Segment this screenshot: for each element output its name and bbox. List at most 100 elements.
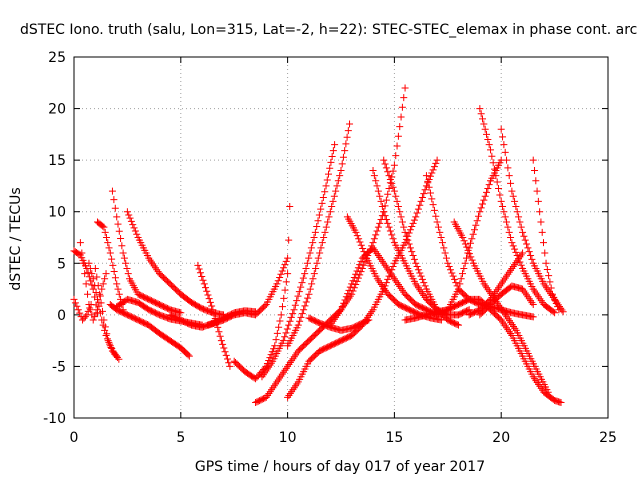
data-point — [91, 264, 99, 272]
data-point — [353, 232, 361, 240]
data-point — [406, 226, 414, 234]
data-point — [393, 142, 401, 150]
data-point — [101, 323, 109, 331]
data-point — [304, 294, 312, 302]
data-point — [537, 218, 545, 226]
data-point — [93, 295, 101, 303]
data-point — [430, 163, 438, 171]
data-point — [442, 254, 450, 262]
data-point — [473, 217, 481, 225]
data-point — [284, 254, 292, 262]
x-tick-labels: 0 5 10 15 20 25 — [70, 430, 617, 446]
data-point — [110, 196, 118, 204]
data-point — [298, 279, 306, 287]
data-point — [495, 185, 503, 193]
data-point — [305, 254, 313, 262]
data-point — [417, 272, 425, 280]
data-point — [484, 185, 492, 193]
data-point — [517, 223, 525, 231]
data-point — [452, 279, 460, 287]
data-point — [505, 172, 513, 180]
data-point — [352, 228, 360, 236]
data-point — [497, 197, 505, 205]
data-point — [432, 159, 440, 167]
data-point — [464, 246, 472, 254]
data-point — [365, 316, 373, 324]
data-point — [437, 316, 445, 324]
data-point — [480, 120, 488, 128]
chart-title: dSTEC Iono. truth (salu, Lon=315, Lat=-2… — [20, 22, 637, 38]
data-point — [524, 244, 532, 252]
data-point — [337, 166, 345, 174]
data-point — [316, 249, 324, 257]
data-point — [356, 261, 364, 269]
data-point — [85, 301, 93, 309]
data-point — [528, 255, 536, 263]
data-point — [501, 213, 509, 221]
data-point — [421, 186, 429, 194]
data-point — [557, 399, 565, 407]
data-point — [282, 329, 290, 337]
data-point — [373, 182, 381, 190]
data-point — [410, 216, 418, 224]
data-point — [119, 249, 127, 257]
data-point — [389, 183, 397, 191]
data-point — [78, 249, 86, 257]
data-point — [328, 152, 336, 160]
data-point — [461, 259, 469, 267]
data-point — [440, 244, 448, 252]
data-point — [100, 316, 108, 324]
data-point — [92, 289, 100, 297]
data-point — [467, 253, 475, 261]
data-point — [84, 290, 92, 298]
data-point — [315, 211, 323, 219]
data-point — [70, 295, 78, 303]
data-point — [124, 270, 132, 278]
data-point — [397, 113, 405, 121]
data-point — [204, 291, 212, 299]
data-point — [507, 234, 515, 241]
data-series — [476, 282, 537, 319]
data-point — [445, 263, 453, 271]
data-point — [333, 182, 341, 190]
data-point — [86, 306, 94, 314]
data-series — [258, 141, 339, 381]
data-point — [81, 270, 89, 278]
data-point — [412, 259, 420, 267]
data-point — [468, 235, 476, 243]
data-point — [360, 261, 368, 269]
data-point — [209, 306, 217, 314]
data-point — [515, 255, 523, 263]
data-point — [479, 115, 487, 123]
data-point — [420, 279, 428, 287]
data-series — [91, 264, 121, 360]
data-point — [471, 226, 478, 234]
data-point — [303, 259, 311, 267]
data-point — [354, 264, 362, 272]
data-point — [549, 308, 557, 316]
data-point — [450, 275, 458, 283]
data-series — [76, 239, 110, 324]
data-point — [184, 351, 192, 359]
data-series — [205, 254, 292, 329]
data-point — [505, 228, 513, 236]
data-point — [109, 261, 117, 269]
data-point — [508, 239, 516, 247]
data-point — [106, 249, 114, 257]
data-point — [376, 192, 384, 200]
data-point — [266, 354, 274, 362]
data-point — [282, 278, 290, 286]
data-point — [398, 218, 406, 226]
data-point — [516, 218, 524, 226]
data-point — [210, 310, 218, 318]
data-point — [357, 241, 365, 249]
data-point — [177, 309, 185, 317]
data-point — [103, 330, 111, 338]
data-point — [393, 197, 401, 205]
data-point — [385, 185, 393, 193]
data-point — [88, 311, 96, 319]
data-point — [529, 301, 537, 309]
data-point — [346, 283, 354, 291]
data-point — [432, 212, 440, 220]
data-point — [338, 302, 346, 310]
